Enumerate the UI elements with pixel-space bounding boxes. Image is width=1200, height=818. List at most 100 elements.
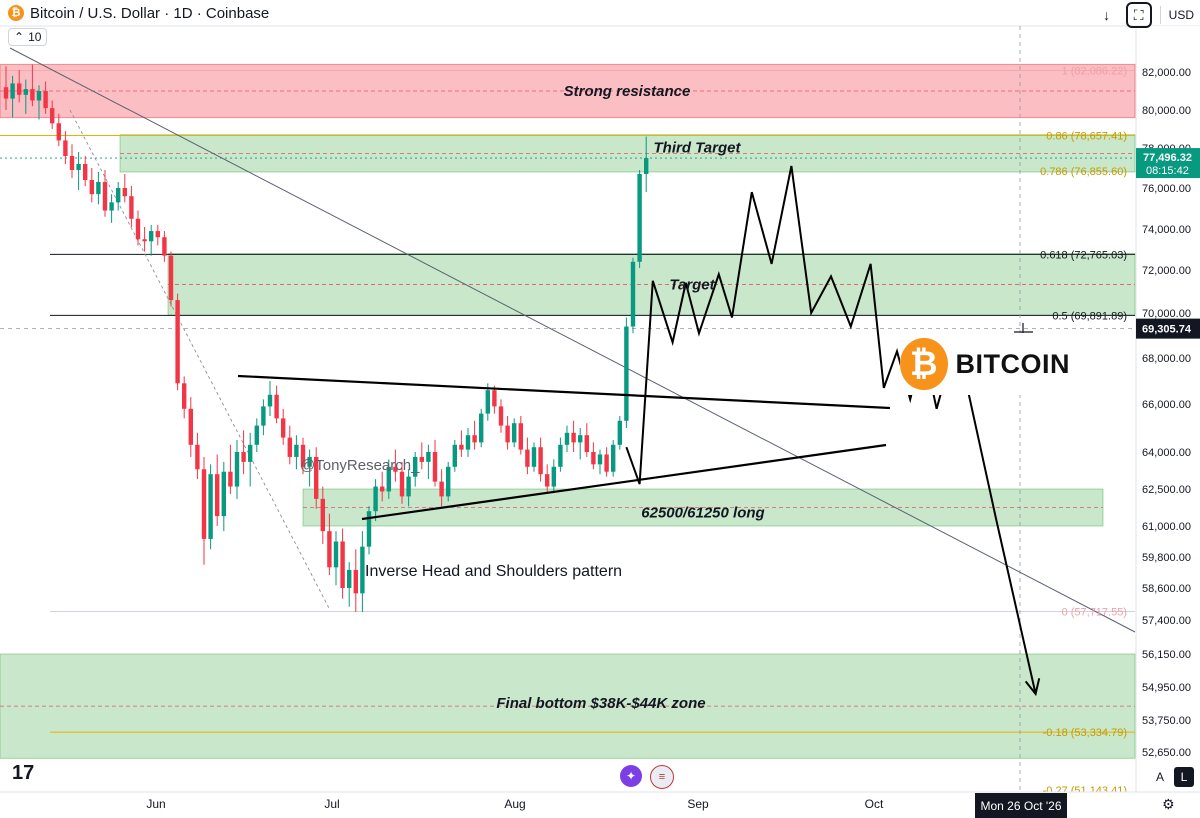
candle-body [43, 91, 48, 109]
zones-layer [0, 63, 1136, 759]
pattern-label: Inverse Head and Shoulders pattern [365, 563, 622, 580]
candle-body [142, 239, 147, 242]
candle-body [604, 454, 609, 472]
zone-label-2: Target [669, 276, 715, 293]
candle-body [439, 481, 444, 497]
fib-label-0: 1 (82,086.22) [1062, 65, 1127, 77]
fib-label-3: 0.618 (72,765.03) [1040, 249, 1127, 261]
last-price-label: 77,496.32 [1143, 152, 1192, 164]
candle-body [89, 180, 94, 195]
candle-body [320, 498, 325, 532]
candle-body [340, 541, 345, 588]
candle-body [538, 447, 543, 475]
interval-indicator[interactable]: ⌃ 10 [8, 28, 48, 46]
fib-label-4: 0.5 (69,891.89) [1052, 310, 1127, 322]
candle-body [393, 466, 398, 472]
candle-body [248, 444, 253, 462]
candle-body [472, 435, 477, 443]
zone-label-0: Strong resistance [564, 83, 691, 100]
dashed-trendline [69, 109, 331, 611]
price-axis: 82,000.0080,000.0078,000.0076,000.0074,0… [1135, 26, 1200, 792]
candle-body [300, 444, 306, 467]
price-tick-label: 56,150.00 [1142, 649, 1191, 661]
log-scale-button[interactable]: L [1174, 767, 1194, 787]
gear-icon[interactable]: ⚙ [1162, 796, 1175, 812]
bitcoin-logo: ₿ BITCOIN [900, 333, 1070, 395]
time-tick-label: Sep [687, 797, 709, 811]
candle-body [241, 452, 246, 462]
tradingview-logo-icon[interactable]: 17 [12, 762, 35, 784]
symbol-title[interactable]: Bitcoin / U.S. Dollar · 1D · Coinbase [30, 4, 270, 22]
candle-body [564, 432, 570, 445]
candle-body [525, 449, 530, 467]
countdown-label: 08:15:42 [1146, 165, 1189, 177]
zone-label-1: Third Target [654, 139, 742, 156]
candles-layer [3, 64, 649, 612]
us-flag-emoji-icon[interactable]: ≡ [650, 765, 674, 789]
candle-body [96, 182, 101, 195]
price-tick-label: 54,950.00 [1142, 682, 1191, 694]
price-tick-label: 72,000.00 [1142, 265, 1191, 277]
toolbar-divider [1159, 6, 1161, 24]
price-tick-label: 68,000.00 [1142, 353, 1191, 365]
candle-body [327, 531, 332, 568]
candle-body [492, 390, 497, 407]
top-right-toolbar: ↓ ⛶ USD [1096, 2, 1194, 28]
price-tick-label: 53,750.00 [1142, 715, 1191, 727]
candle-body [380, 486, 385, 492]
candle-body [208, 474, 213, 539]
candle-body [347, 569, 352, 588]
price-tick-label: 64,000.00 [1142, 447, 1191, 459]
chevron-up-icon: ⌃ [14, 30, 25, 44]
crosshair-price-tag [1136, 318, 1200, 339]
candle-body [281, 418, 286, 438]
price-tick-label: 57,400.00 [1142, 615, 1191, 627]
candle-body [571, 432, 576, 443]
auto-scale-button[interactable]: A [1155, 770, 1164, 784]
download-arrow-icon[interactable]: ↓ [1103, 7, 1111, 23]
candle-body [584, 435, 589, 452]
candle-body [426, 452, 431, 462]
candle-body [23, 89, 28, 95]
price-tick-label: 62,500.00 [1142, 484, 1191, 496]
price-tick-label: 52,650.00 [1142, 747, 1191, 759]
candle-body [333, 541, 339, 568]
projection-path [625, 165, 1037, 695]
candle-body [122, 188, 127, 197]
candle-body [578, 435, 583, 443]
fib-label-2: 0.786 (76,855.60) [1040, 166, 1127, 178]
time-tick-label: Aug [504, 797, 525, 811]
time-tick-label: Jun [146, 797, 165, 811]
candle-body [267, 394, 273, 407]
candle-body [215, 474, 220, 517]
chart-header: ₿ Bitcoin / U.S. Dollar · 1D · Coinbase [0, 0, 1088, 26]
candle-body [175, 300, 180, 384]
fullscreen-icon[interactable]: ⛶ [1125, 2, 1152, 28]
candle-body [102, 182, 108, 211]
fib-label-1: 0.86 (78,657.41) [1046, 131, 1127, 143]
sparkle-emoji-icon[interactable]: ✦ [620, 765, 642, 787]
candle-body [498, 406, 504, 426]
candle-body [432, 452, 438, 482]
candle-body [617, 420, 622, 445]
time-tick-label: Jul [324, 797, 339, 811]
candle-body [479, 413, 484, 443]
crosshair-date-tag [975, 793, 1067, 818]
price-tick-label: 66,000.00 [1142, 399, 1191, 411]
neckline-lower [361, 443, 887, 521]
candle-body [624, 326, 629, 421]
candle-body [116, 188, 121, 203]
candle-body [17, 83, 22, 95]
candle-body [644, 158, 649, 174]
candle-body [162, 237, 167, 256]
watermark-text: @TonyResearch_ [300, 457, 420, 474]
currency-label[interactable]: USD [1168, 8, 1194, 22]
last-price-tag [1136, 148, 1200, 179]
candle-body [182, 383, 187, 409]
bitcoin-logo-icon: ₿ [900, 338, 948, 390]
projection-arrowhead [1024, 678, 1041, 697]
candle-body [399, 471, 405, 497]
candle-body [637, 174, 642, 262]
candle-body [452, 444, 457, 467]
